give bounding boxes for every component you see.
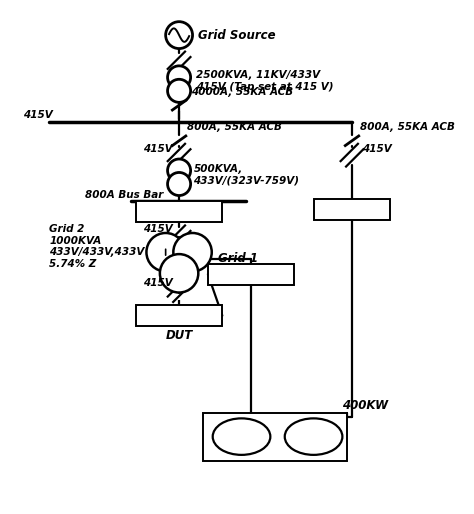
Text: DUT: DUT: [165, 329, 193, 342]
Text: 415V: 415V: [23, 110, 52, 120]
Circle shape: [146, 233, 185, 271]
Bar: [203, 413, 347, 461]
Text: 400KW: 400KW: [342, 399, 389, 412]
Ellipse shape: [213, 418, 270, 455]
Bar: [314, 199, 391, 221]
Bar: [136, 305, 222, 326]
Text: Output Bay A: Output Bay A: [210, 269, 293, 279]
Text: 800A Bus Bar: 800A Bus Bar: [85, 190, 164, 199]
Text: 415V: 415V: [143, 144, 173, 154]
Bar: [136, 201, 222, 223]
Text: 500KVA,
433V/(323V-759V): 500KVA, 433V/(323V-759V): [193, 163, 300, 185]
Text: Grid 1: Grid 1: [218, 252, 257, 265]
Circle shape: [168, 79, 191, 102]
Text: Grid Source: Grid Source: [198, 29, 276, 42]
Circle shape: [173, 233, 212, 271]
Text: Test
Motor: Test Motor: [225, 426, 258, 447]
Text: Load
Motor: Load Motor: [297, 426, 330, 447]
Text: 2500KVA, 11KV/433V
415V (Tap set at 415 V): 2500KVA, 11KV/433V 415V (Tap set at 415 …: [196, 70, 334, 92]
Text: 4000A, 55KA ACB: 4000A, 55KA ACB: [191, 87, 293, 97]
Circle shape: [168, 173, 191, 195]
Text: 415V: 415V: [362, 144, 392, 154]
Circle shape: [168, 66, 191, 89]
Circle shape: [168, 159, 191, 182]
Text: Input Bay A: Input Bay A: [143, 207, 215, 217]
Text: 250KW VFD: 250KW VFD: [143, 310, 216, 321]
Circle shape: [160, 254, 198, 292]
Text: Grid 2
1000KVA
433V/433V,433V
5.74% Z: Grid 2 1000KVA 433V/433V,433V 5.74% Z: [49, 224, 145, 269]
Ellipse shape: [285, 418, 342, 455]
Text: 800A, 55KA ACB: 800A, 55KA ACB: [360, 122, 455, 132]
Circle shape: [165, 22, 192, 48]
Text: AFE A: AFE A: [334, 205, 370, 215]
Text: 415V: 415V: [143, 278, 173, 288]
Text: 800A, 55KA ACB: 800A, 55KA ACB: [187, 122, 282, 132]
Bar: [208, 264, 294, 285]
Text: 415V: 415V: [143, 224, 173, 234]
